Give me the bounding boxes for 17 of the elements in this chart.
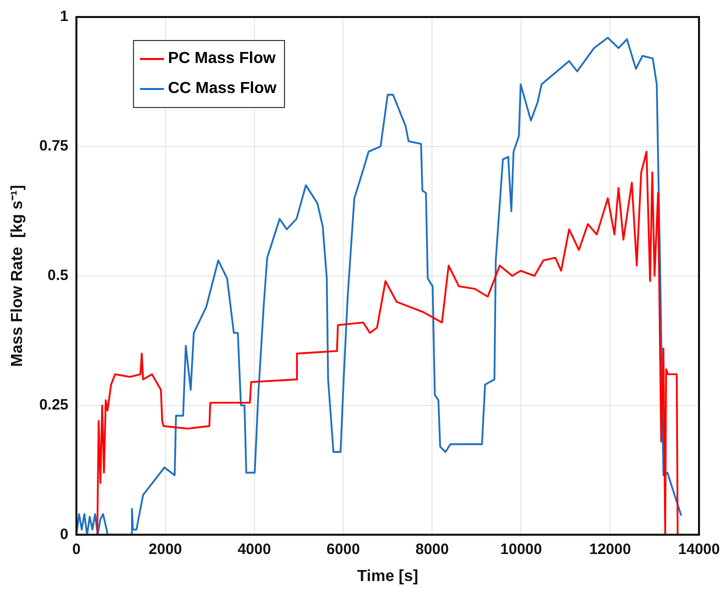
x-axis-title: Time [s]: [357, 568, 418, 585]
x-tick-label: 12000: [589, 540, 631, 558]
x-tick-label: 10000: [500, 540, 542, 558]
y-tick-label: 0: [60, 526, 68, 543]
y-tick-label: 1: [60, 8, 68, 26]
legend-label: PC Mass Flow: [167, 49, 276, 69]
x-tick-label: 6000: [326, 540, 360, 558]
y-tick-label: 0.25: [39, 396, 68, 414]
legend-label: CC Mass Flow: [167, 79, 276, 99]
y-tick-label: 0.75: [39, 138, 68, 155]
y-tick-label: 0.5: [48, 267, 68, 284]
y-axis-title: Mass Flow Rate [kg s⁻¹]: [9, 184, 26, 367]
x-tick-label: 8000: [415, 540, 449, 558]
x-tick-label: 2000: [148, 540, 182, 558]
x-tick-label: 14000: [678, 540, 720, 558]
x-tick-label: 0: [72, 540, 81, 558]
x-tick-label: 4000: [238, 540, 271, 558]
